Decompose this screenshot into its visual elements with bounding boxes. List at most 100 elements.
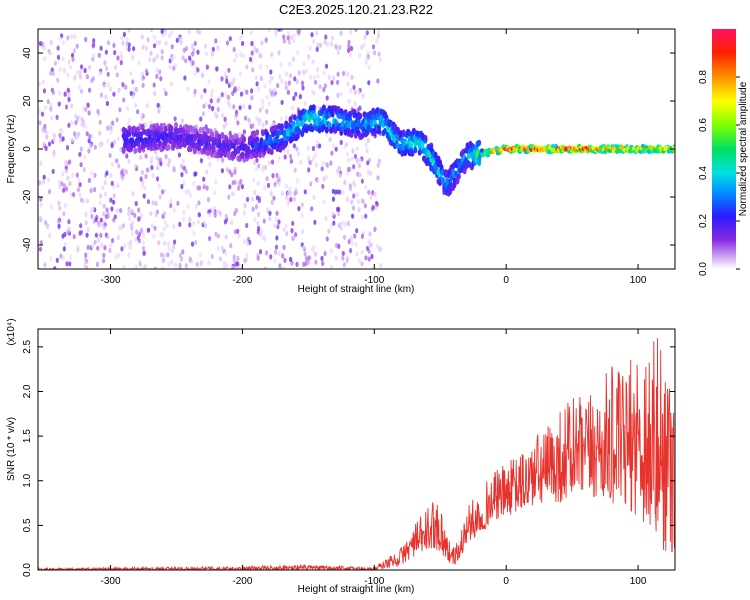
heatmap-cell: [64, 104, 69, 110]
heatmap-cell: [330, 110, 335, 118]
heatmap-cell: [329, 223, 334, 229]
heatmap-cell: [67, 59, 71, 65]
heatmap-cell: [249, 30, 253, 36]
heatmap-cell: [137, 60, 141, 66]
heatmap-cell: [210, 51, 214, 57]
heatmap-cell: [260, 40, 264, 46]
heatmap-cell: [325, 162, 329, 168]
heatmap-cell: [144, 153, 148, 159]
heatmap-cell: [72, 48, 77, 54]
heatmap-cell: [165, 223, 169, 229]
x-tick-label: 0: [503, 275, 509, 286]
heatmap-cell: [367, 256, 371, 262]
heatmap-cell: [205, 127, 210, 135]
heatmap-cell: [133, 163, 137, 169]
heatmap-cell: [106, 213, 110, 219]
heatmap-cell: [132, 46, 136, 52]
heatmap-cell: [186, 203, 190, 210]
heatmap-cell: [141, 240, 145, 246]
heatmap-cell: [168, 58, 172, 64]
heatmap-cell: [198, 252, 202, 258]
heatmap-cell: [163, 188, 167, 194]
heatmap-cell: [352, 164, 356, 170]
heatmap-cell: [87, 148, 91, 154]
heatmap-cell: [225, 40, 230, 46]
heatmap-cell: [352, 193, 356, 199]
heatmap-cell: [125, 41, 129, 47]
heatmap-cell: [311, 104, 316, 111]
heatmap-cell: [163, 29, 167, 35]
heatmap-cell: [89, 143, 93, 149]
heatmap-cell: [236, 147, 241, 154]
heatmap-cell: [243, 202, 247, 208]
heatmap-cell: [372, 50, 377, 56]
heatmap-cell: [159, 161, 163, 167]
heatmap-cell: [116, 55, 120, 61]
heatmap-cell: [87, 177, 91, 184]
heatmap-cell: [322, 87, 326, 93]
heatmap-cell: [215, 209, 219, 215]
heatmap-cell: [214, 179, 218, 185]
heatmap-cell: [203, 43, 208, 49]
heatmap-cell: [346, 157, 350, 163]
heatmap-cell: [114, 254, 118, 260]
heatmap-cell: [55, 257, 59, 263]
heatmap-cell: [283, 154, 287, 160]
heatmap-cell: [364, 213, 368, 219]
heatmap-cell: [179, 256, 184, 262]
heatmap-cell: [127, 29, 131, 33]
heatmap-cell: [315, 66, 320, 72]
heatmap-cell: [221, 157, 225, 163]
heatmap-cell: [355, 251, 359, 257]
heatmap-cell: [373, 226, 377, 232]
heatmap-cell: [349, 29, 353, 35]
heatmap-cell: [263, 185, 267, 191]
heatmap-cell: [210, 253, 214, 260]
heatmap-cell: [352, 182, 357, 188]
heatmap-cell: [49, 102, 53, 108]
heatmap-cell: [210, 131, 215, 138]
heatmap-cell: [128, 117, 132, 123]
heatmap-cell: [264, 164, 268, 171]
heatmap-cell: [168, 33, 172, 39]
heatmap-cell: [410, 150, 415, 157]
heatmap-cell: [178, 221, 182, 227]
heatmap-cell: [162, 226, 166, 232]
heatmap-cell: [163, 139, 168, 146]
y-tick-label: 0.0: [22, 563, 33, 577]
heatmap-cell: [240, 184, 244, 190]
heatmap-cell: [281, 253, 285, 259]
heatmap-cell: [166, 252, 170, 258]
heatmap-cell: [112, 139, 117, 145]
heatmap-cell: [279, 29, 283, 32]
heatmap-cell: [316, 42, 320, 49]
heatmap-cell: [363, 203, 367, 209]
heatmap-cell: [353, 233, 357, 239]
heatmap-cell: [38, 81, 41, 87]
heatmap-cell: [355, 191, 359, 198]
heatmap-cell: [330, 264, 334, 269]
heatmap-cell: [349, 248, 353, 254]
heatmap-cell: [286, 149, 290, 155]
heatmap-cell: [69, 254, 73, 260]
heatmap-cell: [42, 141, 46, 147]
heatmap-cell: [345, 256, 349, 262]
heatmap-cell: [85, 198, 89, 204]
heatmap-cell: [304, 261, 308, 267]
heatmap-cell: [309, 181, 313, 187]
heatmap-cell: [83, 154, 87, 160]
x-tick-label: -300: [101, 576, 121, 587]
heatmap-cell: [255, 195, 259, 201]
heatmap-cell: [302, 245, 306, 251]
heatmap-cell: [289, 256, 293, 262]
heatmap-cell: [338, 44, 342, 50]
heatmap-cell: [116, 234, 120, 241]
heatmap-cell: [150, 155, 154, 161]
heatmap-cell: [127, 206, 131, 212]
heatmap-cell: [41, 179, 46, 185]
snr-line-series: [38, 338, 675, 570]
heatmap-cell: [307, 167, 311, 173]
heatmap-cell: [80, 116, 84, 122]
x-tick-label: -200: [232, 275, 252, 286]
heatmap-cell: [266, 182, 271, 188]
